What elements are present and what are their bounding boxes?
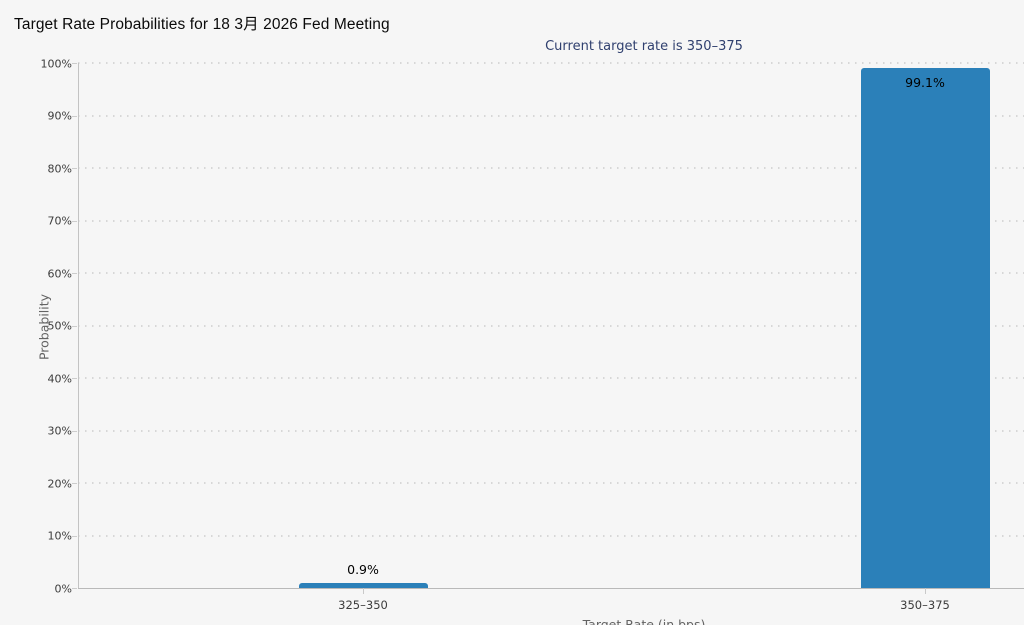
y-tick-mark <box>72 115 77 117</box>
y-tick-label: 70% <box>47 214 72 228</box>
y-tick-mark <box>72 588 77 589</box>
y-tick-mark <box>72 220 77 222</box>
y-tick-label: 80% <box>47 162 72 175</box>
y-axis-title: Probability <box>36 293 52 361</box>
y-tick-mark <box>72 430 77 432</box>
probability-bar[interactable] <box>298 583 428 588</box>
y-tick-mark <box>72 483 77 484</box>
y-tick-label: 50% <box>47 319 72 333</box>
y-tick-mark <box>72 378 77 379</box>
y-tick-label: 90% <box>47 109 72 123</box>
y-tick-label: 40% <box>47 372 72 385</box>
y-tick-label: 100% <box>40 57 72 70</box>
y-axis-line <box>78 63 79 588</box>
y-gridline <box>78 534 1024 537</box>
bar-value-label: 0.9% <box>347 562 379 578</box>
y-gridline <box>78 429 1024 432</box>
y-tick-label: 20% <box>47 477 72 490</box>
chart-title: Target Rate Probabilities for 18 3月 2026… <box>14 16 390 33</box>
y-gridline <box>78 114 1024 117</box>
y-tick-mark <box>72 325 77 327</box>
y-tick-label: 0% <box>54 582 72 595</box>
y-tick-mark <box>72 63 77 64</box>
x-tick-label: 325–350 <box>338 598 388 612</box>
x-tick-mark <box>363 588 364 594</box>
y-tick-mark <box>72 168 77 169</box>
x-axis-line <box>78 588 1024 589</box>
y-gridline <box>78 167 1024 169</box>
probability-bar[interactable] <box>860 67 990 588</box>
y-gridline <box>78 482 1024 484</box>
bar-value-label: 99.1% <box>905 74 945 90</box>
y-tick-label: 10% <box>47 529 72 543</box>
y-tick-mark <box>72 273 77 274</box>
y-gridline <box>78 62 1024 64</box>
y-gridline <box>78 272 1024 274</box>
y-tick-label: 30% <box>47 424 72 438</box>
x-tick-label: 350–375 <box>900 598 950 612</box>
x-axis-title: Target Rate (in bps) <box>582 617 706 625</box>
chart-subtitle: Current target rate is 350–375 <box>545 39 743 54</box>
y-gridline <box>78 324 1024 327</box>
y-gridline <box>78 219 1024 222</box>
y-gridline <box>78 377 1024 379</box>
y-tick-mark <box>72 535 77 537</box>
x-tick-mark <box>925 588 926 594</box>
y-tick-label: 60% <box>47 267 72 280</box>
